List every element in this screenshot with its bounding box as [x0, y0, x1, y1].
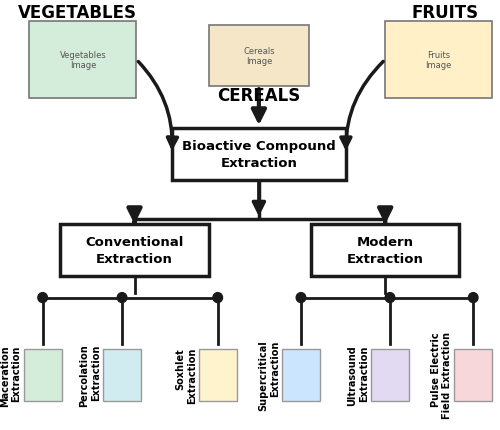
- FancyBboxPatch shape: [385, 22, 492, 99]
- Text: Cereals
Image: Cereals Image: [243, 47, 274, 66]
- Circle shape: [38, 293, 48, 303]
- FancyBboxPatch shape: [371, 349, 409, 401]
- FancyBboxPatch shape: [198, 349, 237, 401]
- Text: FRUITS: FRUITS: [412, 4, 479, 22]
- Text: Conventional
Extraction: Conventional Extraction: [86, 235, 184, 265]
- Text: Maceration
Extraction: Maceration Extraction: [0, 344, 22, 406]
- Text: Pulse Electric
Field Extraction: Pulse Electric Field Extraction: [430, 332, 452, 418]
- FancyBboxPatch shape: [311, 224, 460, 276]
- FancyBboxPatch shape: [172, 129, 346, 180]
- Circle shape: [213, 293, 222, 303]
- Text: CEREALS: CEREALS: [218, 87, 300, 105]
- Circle shape: [385, 293, 395, 303]
- FancyBboxPatch shape: [282, 349, 320, 401]
- Text: Bioactive Compound
Extraction: Bioactive Compound Extraction: [182, 139, 336, 169]
- Text: VEGETABLES: VEGETABLES: [18, 4, 136, 22]
- Text: Percolation
Extraction: Percolation Extraction: [80, 344, 101, 406]
- FancyBboxPatch shape: [209, 26, 308, 87]
- Text: Vegetables
Image: Vegetables Image: [60, 51, 106, 70]
- FancyBboxPatch shape: [24, 349, 62, 401]
- Text: Ultrasound
Extraction: Ultrasound Extraction: [348, 345, 369, 405]
- FancyBboxPatch shape: [30, 22, 136, 99]
- Text: Soxhlet
Extraction: Soxhlet Extraction: [175, 347, 197, 403]
- Circle shape: [296, 293, 306, 303]
- Text: Supercritical
Extraction: Supercritical Extraction: [258, 340, 280, 410]
- FancyBboxPatch shape: [454, 349, 492, 401]
- FancyBboxPatch shape: [60, 224, 208, 276]
- Text: Modern
Extraction: Modern Extraction: [346, 235, 424, 265]
- Circle shape: [118, 293, 127, 303]
- Circle shape: [468, 293, 478, 303]
- FancyBboxPatch shape: [103, 349, 141, 401]
- Text: Fruits
Image: Fruits Image: [426, 51, 452, 70]
